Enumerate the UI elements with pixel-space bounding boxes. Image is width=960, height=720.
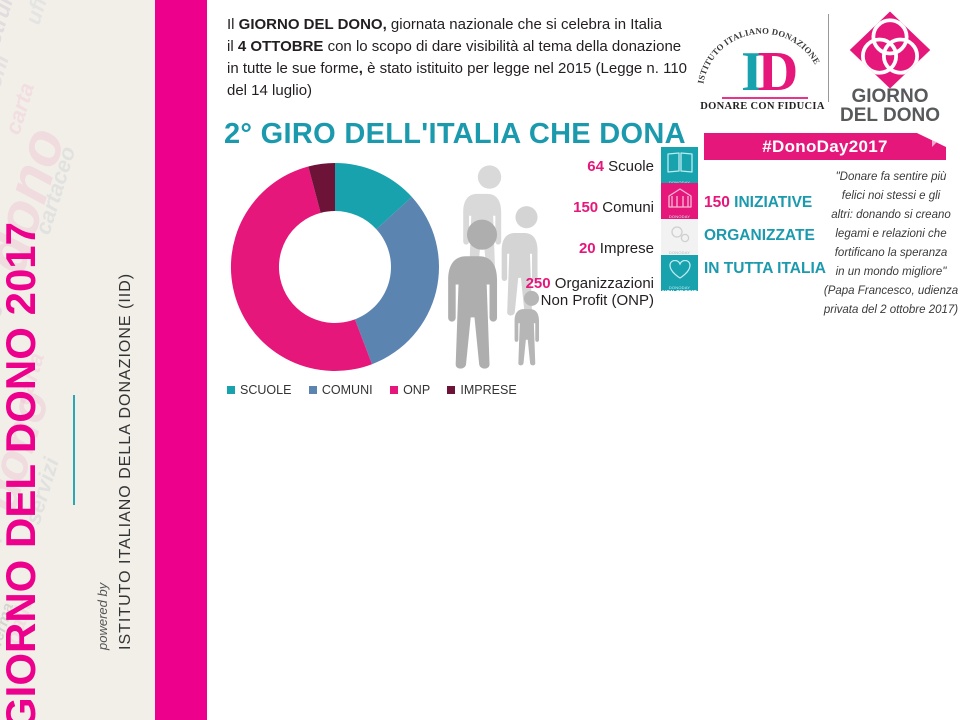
svg-text:D: D bbox=[758, 41, 798, 103]
